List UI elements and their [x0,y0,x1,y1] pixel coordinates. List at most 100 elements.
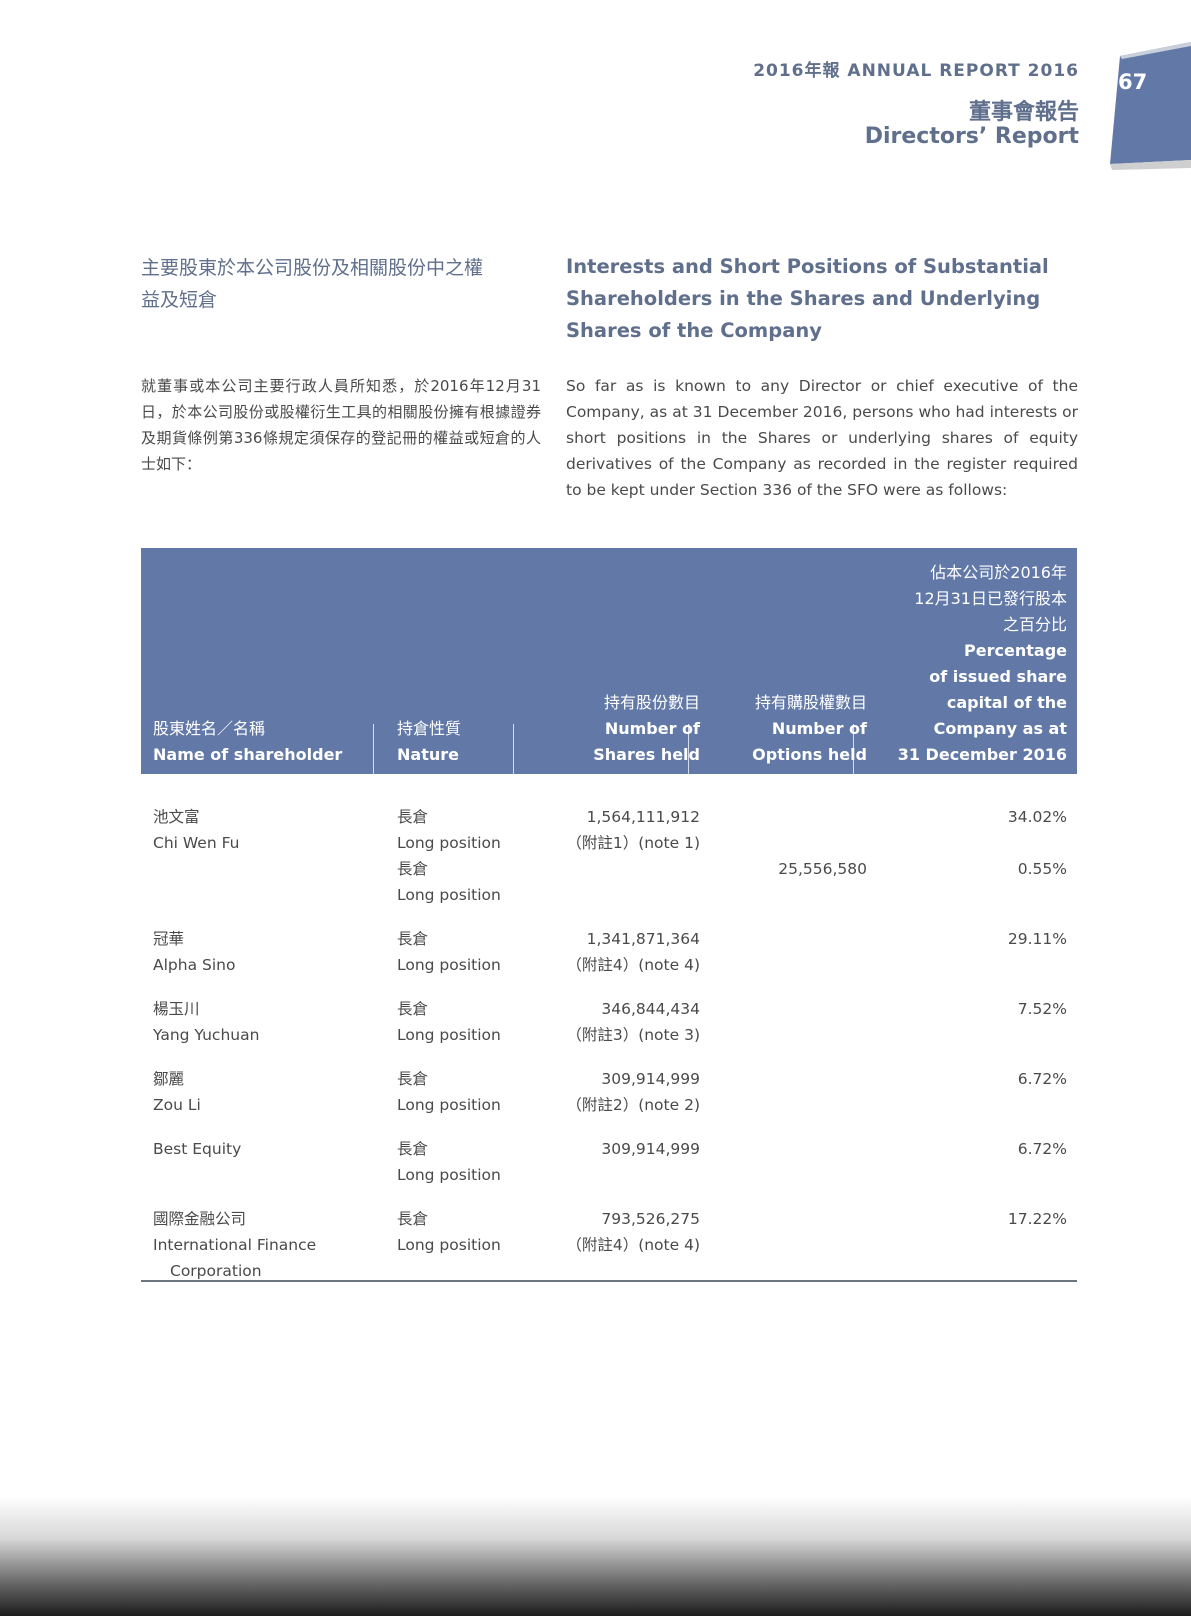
header-shares-en: Number of [604,719,700,738]
header-pct-zh: 佔本公司於2016年 [930,563,1067,582]
nature-zh: 長倉 [397,808,429,826]
pct-value: 29.11% [1007,930,1067,948]
name-zh: 冠華 [153,930,185,948]
name-en: International Finance [153,1236,317,1254]
shareholders-table: 股東姓名／名稱 Name of shareholder 持倉性質 Nature … [141,548,1077,1280]
shares-value: 309,914,999 [601,1070,700,1088]
section-heading-en: Interests and Short Positions of Substan… [566,251,1086,347]
shares-note: （附註3）(note 3) [566,1026,700,1044]
shares-value: 1,564,111,912 [586,808,700,826]
shares-value: 346,844,434 [601,1000,700,1018]
cell-shares: 346,844,434 （附註3）(note 3) [529,996,700,1048]
cell-shares: 309,914,999 [529,1136,700,1162]
nature-zh: 長倉 [397,860,429,878]
heading-en-line: Shareholders in the Shares and Underlyin… [566,287,1041,310]
intro-paragraph-en: So far as is known to any Director or ch… [566,377,1078,499]
shares-note: （附註1）(note 1) [566,834,700,852]
header-divider [853,724,854,774]
name-en: Alpha Sino [153,956,236,974]
table-bottom-rule [141,1280,1077,1282]
header-pct-en: Company as at [933,719,1067,738]
name-zh: 鄒麗 [153,1070,185,1088]
cell-percentage: 34.02% 0.55% [876,804,1067,882]
header-divider [688,724,689,774]
header-name-zh: 股東姓名／名稱 [153,719,266,738]
cell-percentage: 17.22% [876,1206,1067,1232]
header-options-zh: 持有購股權數目 [754,693,867,712]
pct-value: 6.72% [1017,1070,1067,1088]
table-header: 股東姓名／名稱 Name of shareholder 持倉性質 Nature … [141,548,1077,774]
name-en: Corporation [170,1262,262,1280]
nature-en: Long position [397,834,501,852]
header-divider [373,724,374,774]
nature-zh: 長倉 [397,930,429,948]
cell-shares: 1,564,111,912 （附註1）(note 1) [529,804,700,856]
cell-name: 冠華 Alpha Sino [153,926,383,978]
page-number-tab [1098,42,1191,174]
header-shares: 持有股份數目 Number of Shares held [529,690,700,768]
pct-value: 0.55% [1017,860,1067,878]
header-percentage: 佔本公司於2016年 12月31日已發行股本 之百分比 Percentage o… [876,560,1067,768]
table-row: 國際金融公司 International Finance Corporation… [141,1206,1077,1290]
page-number: 67 [1118,70,1148,94]
intro-paragraph-zh: 就董事或本公司主要行政人員所知悉，於2016年12月31日，於本公司股份或股權衍… [141,377,541,473]
header-options-en: Number of [771,719,867,738]
cell-nature: 長倉 Long position [397,1206,537,1258]
heading-zh-line: 益及短倉 [141,289,218,311]
cell-name: 楊玉川 Yang Yuchuan [153,996,383,1048]
name-en: Chi Wen Fu [153,834,240,852]
table-row: 楊玉川 Yang Yuchuan 長倉 Long position 346,84… [141,996,1077,1052]
cell-shares: 1,341,871,364 （附註4）(note 4) [529,926,700,978]
heading-en-line: Shares of the Company [566,319,822,342]
pct-value: 34.02% [1007,808,1067,826]
pct-value: 17.22% [1007,1210,1067,1228]
report-year-title: 2016年報 ANNUAL REPORT 2016 [753,61,1079,81]
cell-options: 25,556,580 [708,804,867,882]
shares-value: 1,341,871,364 [586,930,700,948]
name-zh: 池文富 [153,808,200,826]
cell-shares: 793,526,275 （附註4）(note 4) [529,1206,700,1258]
table-row: Best Equity 長倉 Long position 309,914,999… [141,1136,1077,1192]
header-pct-en: 31 December 2016 [897,745,1067,764]
header-name-en: Name of shareholder [153,745,343,764]
header-nature: 持倉性質 Nature [397,716,461,768]
header-pct-zh: 12月31日已發行股本 [914,589,1067,608]
nature-en: Long position [397,956,501,974]
cell-nature: 長倉 Long position [397,926,537,978]
nature-en: Long position [397,1026,501,1044]
shares-note: （附註4）(note 4) [566,1236,700,1254]
cell-shares: 309,914,999 （附註2）(note 2) [529,1066,700,1118]
nature-zh: 長倉 [397,1070,429,1088]
header-divider [513,724,514,774]
nature-en: Long position [397,1096,501,1114]
name-en: Zou Li [153,1096,201,1114]
header-nature-en: Nature [397,745,459,764]
table-row: 池文富 Chi Wen Fu 長倉 Long position 長倉 Long … [141,804,1077,914]
nature-zh: 長倉 [397,1140,429,1158]
header-pct-en: capital of the [946,693,1067,712]
cell-name: 國際金融公司 International Finance Corporation [153,1206,383,1284]
nature-zh: 長倉 [397,1000,429,1018]
heading-zh-line: 主要股東於本公司股份及相關股份中之權 [141,257,484,279]
shares-note: （附註4）(note 4) [566,956,700,974]
name-zh: 國際金融公司 [153,1210,247,1228]
name-en: Yang Yuchuan [153,1026,260,1044]
pct-value: 6.72% [1017,1140,1067,1158]
header-options-en: Options held [752,745,867,764]
name-zh: 楊玉川 [153,1000,200,1018]
cell-name: Best Equity [153,1136,383,1162]
nature-en: Long position [397,886,501,904]
cell-percentage: 7.52% [876,996,1067,1022]
shares-value: 309,914,999 [601,1140,700,1158]
cell-percentage: 29.11% [876,926,1067,952]
heading-en-line: Interests and Short Positions of Substan… [566,255,1049,278]
cell-name: 池文富 Chi Wen Fu [153,804,383,856]
table-row: 冠華 Alpha Sino 長倉 Long position 1,341,871… [141,926,1077,982]
header-shares-zh: 持有股份數目 [603,693,700,712]
header-options: 持有購股權數目 Number of Options held [708,690,867,768]
shares-value: 793,526,275 [601,1210,700,1228]
header-nature-zh: 持倉性質 [397,719,462,738]
table-row: 鄒麗 Zou Li 長倉 Long position 309,914,999 （… [141,1066,1077,1122]
cell-nature: 長倉 Long position [397,996,537,1048]
header-name: 股東姓名／名稱 Name of shareholder [153,716,342,768]
